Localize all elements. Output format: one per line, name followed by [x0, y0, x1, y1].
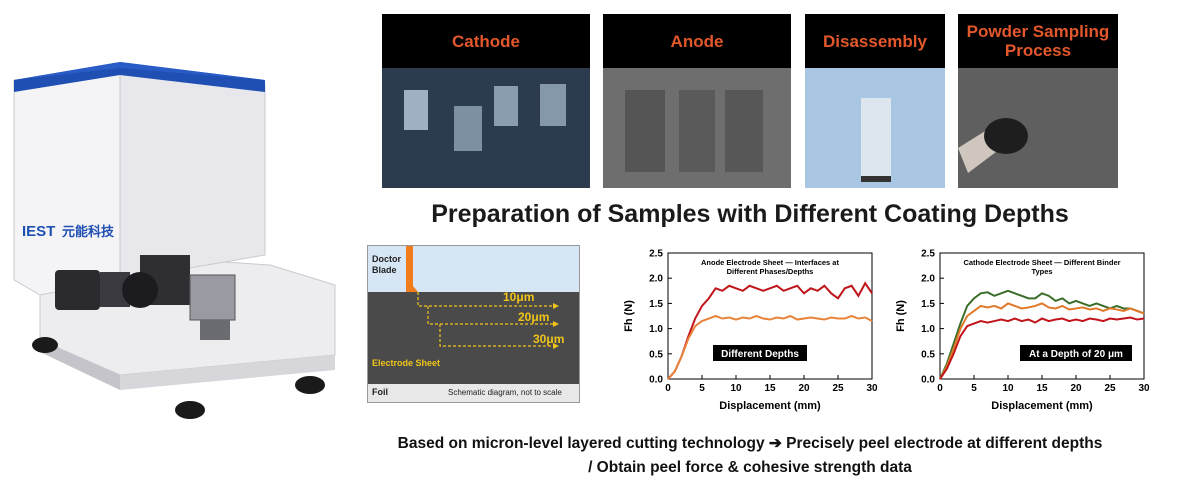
cathode-samples-image: [382, 68, 590, 188]
photo-disassembly-label: Disassembly: [805, 14, 945, 68]
depth-20-label: 20μm: [518, 310, 550, 324]
y-axis-label: Fh (N): [895, 300, 907, 332]
foil-label: Foil: [372, 387, 388, 397]
x-tick-label: 15: [1036, 383, 1048, 394]
caption-line-2: / Obtain peel force & cohesive strength …: [588, 459, 912, 476]
x-tick-label: 5: [699, 383, 705, 394]
x-tick-label: 30: [866, 383, 878, 394]
photo-disassembly: Disassembly: [805, 14, 945, 188]
photo-anode: Anode: [603, 14, 791, 188]
x-tick-label: 5: [971, 383, 977, 394]
x-axis-label: Displacement (mm): [719, 400, 821, 412]
chart-title: Cathode Electrode Sheet — Different Bind…: [963, 258, 1120, 276]
cathode-peel-chart: 0 5 10 15 20 25 30 0.0 0.5 1.0 1.5 2.0 2.5 Displaceme…: [895, 249, 1150, 413]
cutting-schematic: Doctor Blade 10μm 20μm 30μm Electrode Sh…: [367, 245, 580, 403]
y-tick-label: 0.5: [649, 349, 663, 360]
y-tick-label: 0.0: [921, 375, 935, 386]
series-line-1: [667, 314, 873, 380]
x-tick-label: 0: [937, 383, 943, 394]
y-tick-label: 1.0: [921, 324, 935, 335]
annotation-box: [713, 345, 807, 361]
caption: Based on micron-level layered cutting te…: [340, 432, 1160, 480]
x-tick-label: 25: [832, 383, 844, 394]
powder-sampling-image: [958, 68, 1118, 188]
y-tick-label: 1.0: [649, 324, 663, 335]
caption-line-1: Based on micron-level layered cutting te…: [397, 435, 1103, 452]
depth-10-label: 10μm: [503, 290, 535, 304]
x-tick-label: 15: [764, 383, 776, 394]
x-tick-label: 0: [665, 383, 671, 394]
peel-tester-instrument: IEST 元能科技: [13, 62, 336, 419]
doctor-blade-label: Doctor Blade: [372, 254, 401, 275]
photo-powder-sampling-label: Powder Sampling Process: [958, 14, 1118, 68]
anode-peel-chart: 0 5 10 15 20 25 30 0.0 0.5 1.0 1.5 2.0 2.5 Displaceme…: [623, 249, 878, 413]
series-line-2: [939, 316, 1145, 380]
depth-30-label: 30μm: [533, 332, 565, 346]
y-tick-label: 1.5: [649, 299, 663, 310]
x-tick-label: 10: [1002, 383, 1014, 394]
x-tick-label: 10: [730, 383, 742, 394]
x-tick-label: 30: [1138, 383, 1150, 394]
y-tick-label: 2.0: [921, 274, 935, 285]
brand-logo-text: IEST: [22, 223, 55, 240]
brand-logo-cn: 元能科技: [62, 224, 115, 239]
series-line-1: [939, 302, 1145, 380]
x-tick-label: 20: [798, 383, 810, 394]
y-axis-label: Fh (N): [623, 300, 635, 332]
y-tick-label: 0.5: [921, 349, 935, 360]
series-line-0: [667, 281, 873, 380]
chart-title: Anode Electrode Sheet — Interfaces at Dif…: [701, 258, 839, 276]
y-tick-label: 2.5: [649, 249, 663, 260]
photo-powder-sampling: Powder Sampling Process: [958, 14, 1118, 188]
photo-cathode: Cathode: [382, 14, 590, 188]
disassembly-image: [805, 68, 945, 188]
annotation-label: At a Depth of 20 μm: [1029, 349, 1123, 360]
photo-cathode-label: Cathode: [382, 14, 590, 68]
schematic-note: Schematic diagram, not to scale: [448, 388, 562, 397]
x-tick-label: 20: [1070, 383, 1082, 394]
anode-samples-image: [603, 68, 791, 188]
y-tick-label: 1.5: [921, 299, 935, 310]
annotation-label: Different Depths: [721, 349, 799, 360]
x-axis-label: Displacement (mm): [991, 400, 1093, 412]
electrode-sheet-label: Electrode Sheet: [372, 358, 441, 368]
photo-anode-label: Anode: [603, 14, 791, 68]
y-tick-label: 2.5: [921, 249, 935, 260]
x-tick-label: 25: [1104, 383, 1116, 394]
y-tick-label: 2.0: [649, 274, 663, 285]
annotation-box: [1020, 345, 1132, 361]
main-title: Preparation of Samples with Different Co…: [431, 200, 1069, 228]
y-tick-label: 0.0: [649, 375, 663, 386]
